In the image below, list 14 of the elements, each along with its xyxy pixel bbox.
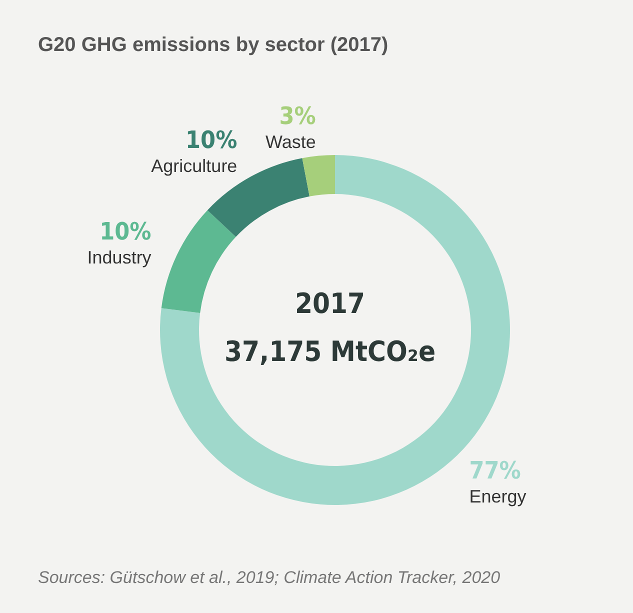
data-label: 3% xyxy=(279,102,316,130)
donut-slice xyxy=(302,155,335,196)
text: 2017 xyxy=(294,286,366,322)
slice-label: Industry xyxy=(87,248,152,268)
slice-label: Energy xyxy=(469,486,526,506)
slice-label: Agriculture xyxy=(151,156,238,176)
source-note: Sources: Gütschow et al., 2019; Climate Action Tracker, 2020 xyxy=(38,568,500,588)
data-label: 77% xyxy=(469,456,521,484)
slice-label: Waste xyxy=(266,132,316,152)
text: 37,175 MtCO₂e xyxy=(223,334,437,370)
data-label: 10% xyxy=(100,218,152,246)
donut-slice xyxy=(161,210,236,313)
chart-title: G20 GHG emissions by sector (2017) xyxy=(38,34,388,57)
data-label: 10% xyxy=(186,126,238,154)
